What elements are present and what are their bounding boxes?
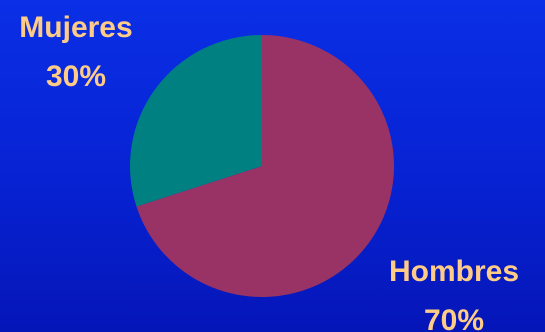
pie-slice-mujeres <box>129 35 262 207</box>
pie-slices <box>129 35 394 297</box>
slice-label-hombres-name: Hombres <box>389 255 519 288</box>
slice-label-mujeres-pct: 30% <box>46 60 106 93</box>
slice-label-mujeres-name: Mujeres <box>19 11 132 44</box>
slice-label-hombres-pct: 70% <box>424 304 484 332</box>
pie-slice-hombres <box>136 35 394 297</box>
